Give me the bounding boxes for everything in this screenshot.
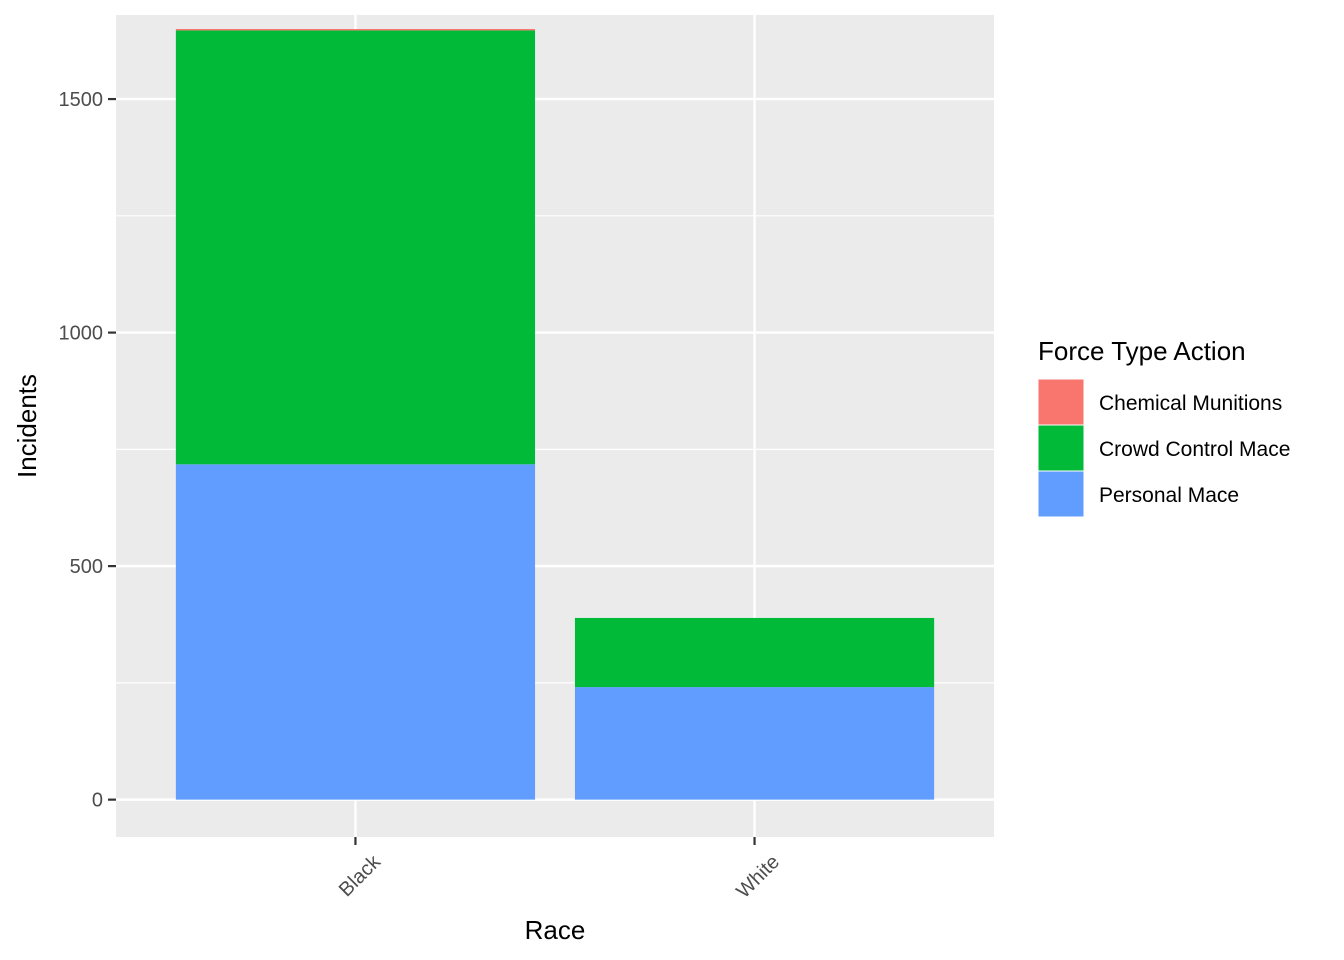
bar-black-crowd-control-mace: [175, 30, 536, 465]
legend-title: Force Type Action: [1038, 336, 1246, 366]
legend-items: Chemical Munitions Crowd Control Mace Pers…: [1037, 378, 1290, 518]
bars: [175, 29, 935, 800]
legend-key-personal-mace: [1037, 470, 1085, 518]
bar-black-personal-mace: [175, 464, 536, 800]
x-tick-label: Black: [335, 850, 386, 901]
legend: Force Type Action Chemical Munitions Crow…: [1037, 336, 1290, 518]
legend-key-chemical-munitions: [1037, 378, 1085, 426]
x-tick-label: White: [732, 851, 784, 903]
y-tick-label: 1000: [59, 323, 104, 345]
x-axis-title: Race: [525, 915, 586, 945]
legend-label: Chemical Munitions: [1099, 392, 1282, 415]
y-axis-title: Incidents: [12, 374, 42, 478]
legend-label: Crowd Control Mace: [1099, 438, 1290, 461]
y-tick-label: 0: [92, 790, 103, 812]
bar-black-chemical-munitions: [175, 29, 536, 31]
bar-white-personal-mace: [574, 687, 935, 800]
bar-white-crowd-control-mace: [574, 617, 935, 688]
y-tick-label: 1500: [59, 89, 104, 111]
y-tick-label: 500: [70, 556, 103, 578]
legend-label: Personal Mace: [1099, 484, 1239, 507]
legend-key-crowd-control-mace: [1037, 424, 1085, 472]
